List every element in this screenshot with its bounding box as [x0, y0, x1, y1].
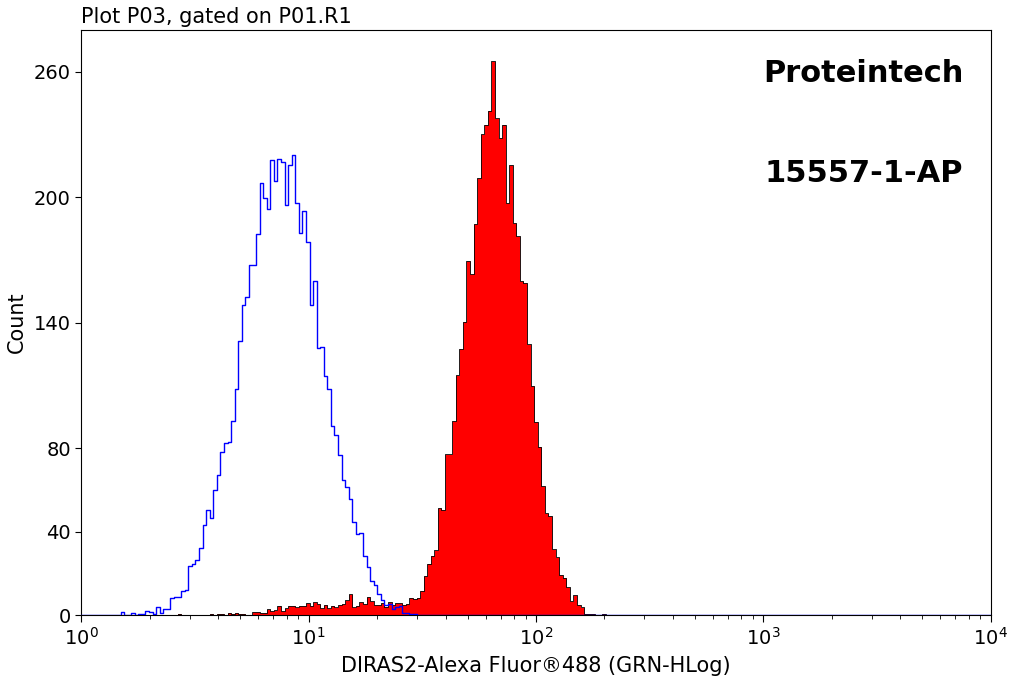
Text: Proteintech: Proteintech [763, 59, 963, 88]
Text: 15557-1-AP: 15557-1-AP [765, 158, 963, 188]
X-axis label: DIRAS2-Alexa Fluor®488 (GRN-HLog): DIRAS2-Alexa Fluor®488 (GRN-HLog) [341, 656, 731, 676]
Y-axis label: Count: Count [7, 292, 27, 354]
Text: Plot P03, gated on P01.R1: Plot P03, gated on P01.R1 [81, 7, 352, 27]
